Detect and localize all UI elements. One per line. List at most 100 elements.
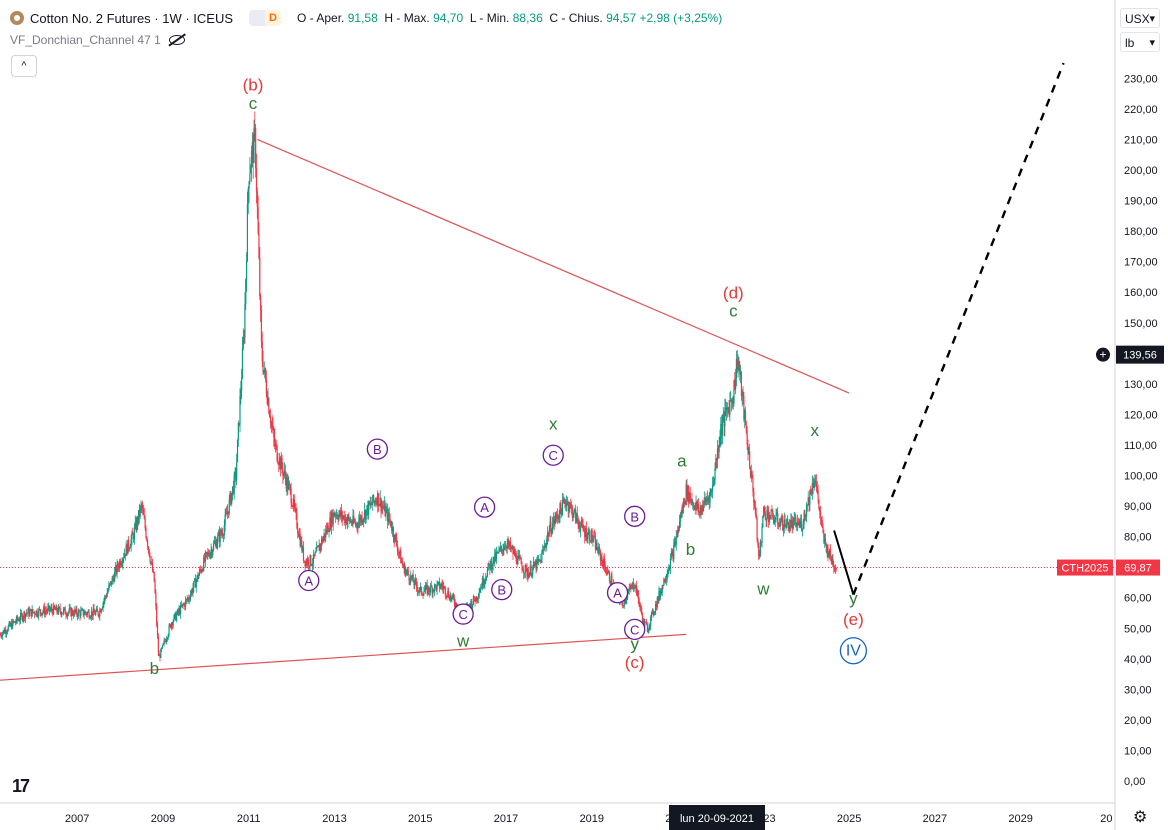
projection-solid-line <box>833 530 855 595</box>
candle <box>657 595 659 604</box>
candle-body <box>565 502 568 507</box>
candle <box>242 328 244 351</box>
candle-body <box>298 534 300 537</box>
candle <box>277 452 279 465</box>
candle <box>141 502 143 514</box>
candle-body <box>265 379 267 395</box>
symbol-title[interactable]: Cotton No. 2 Futures · 1W · ICEUS <box>30 10 234 26</box>
candle-body <box>692 502 695 507</box>
candle-body <box>85 611 87 614</box>
candle-body <box>527 573 529 577</box>
candle-body <box>608 571 611 582</box>
candle-body <box>401 561 403 564</box>
candle <box>645 618 648 625</box>
candle-body <box>117 563 119 568</box>
last-price-value: 69,87 <box>1124 563 1152 575</box>
candle <box>34 613 37 616</box>
candle-body <box>713 480 715 484</box>
wave-label-text: a <box>677 451 687 470</box>
candle-body <box>689 493 691 501</box>
candle <box>788 518 790 534</box>
candle <box>322 535 324 543</box>
candle-body <box>679 515 681 522</box>
currency-select[interactable]: USX <box>1120 8 1160 29</box>
candle-body <box>495 552 498 560</box>
candle-body <box>304 561 306 567</box>
candle <box>527 567 529 583</box>
candle-body <box>118 567 120 569</box>
wave-label-text: B <box>373 442 382 457</box>
candle-body <box>686 484 688 500</box>
candle <box>106 588 108 598</box>
candle <box>240 380 242 405</box>
candle-body <box>269 413 271 418</box>
candle-body <box>23 612 25 618</box>
candle <box>738 357 740 372</box>
candle <box>375 497 377 505</box>
candle-body <box>742 392 744 397</box>
candle <box>300 536 302 547</box>
candle <box>408 574 410 586</box>
time-tick-label: 2007 <box>65 813 89 825</box>
candle <box>16 614 18 624</box>
candle-body <box>361 516 363 523</box>
candle-body <box>411 574 413 579</box>
candle-body <box>529 565 531 573</box>
candle <box>625 599 627 605</box>
candle <box>81 607 83 611</box>
candle-body <box>287 477 289 490</box>
hidden-eye-icon[interactable] <box>168 35 185 45</box>
candle-body <box>479 590 481 593</box>
candle-body <box>379 497 381 505</box>
candle <box>561 507 563 518</box>
candle-body <box>723 414 725 427</box>
candle <box>134 515 136 530</box>
candle <box>35 610 37 618</box>
candle-body <box>633 587 635 589</box>
candle-body <box>834 568 837 570</box>
candle-body <box>413 582 415 586</box>
candle-body <box>716 458 718 461</box>
candle-body <box>765 518 767 521</box>
wave-label: A <box>298 569 320 592</box>
candle <box>413 579 415 589</box>
indicator-legend[interactable]: VF_Donchian_Channel 47 1 <box>10 33 185 47</box>
candle-body <box>391 527 394 532</box>
candle-body <box>156 606 158 625</box>
candle-body <box>190 590 192 595</box>
candle-body <box>556 515 559 519</box>
candle-body <box>659 591 662 597</box>
candle-body <box>401 561 404 565</box>
candle-body <box>146 537 148 541</box>
candle-body <box>195 580 197 588</box>
candle-body <box>255 128 257 169</box>
candle <box>362 519 364 526</box>
candle <box>206 551 208 560</box>
candle <box>123 552 125 563</box>
candle <box>83 609 85 620</box>
candle-body <box>294 507 296 509</box>
candle <box>394 534 396 544</box>
candle <box>199 565 202 574</box>
candle-body <box>454 603 456 607</box>
candle-body <box>288 483 290 490</box>
candle-body <box>123 553 126 558</box>
lower-trendline <box>0 633 687 681</box>
candle-body <box>826 545 828 553</box>
candle <box>688 484 690 508</box>
candle <box>278 453 281 470</box>
candle <box>530 561 532 577</box>
session-badges[interactable]: D <box>249 10 282 26</box>
candle <box>268 396 270 415</box>
candle-body <box>795 517 797 527</box>
candle-body <box>106 592 108 597</box>
collapse-legend-button[interactable]: ^ <box>11 55 37 77</box>
candle <box>590 528 592 544</box>
unit-select[interactable]: lb <box>1120 32 1160 53</box>
candle-body <box>664 580 667 583</box>
candle-body <box>143 515 145 519</box>
candle-body <box>451 596 453 600</box>
gear-icon[interactable]: ⚙ <box>1133 809 1148 826</box>
candle <box>773 515 775 525</box>
